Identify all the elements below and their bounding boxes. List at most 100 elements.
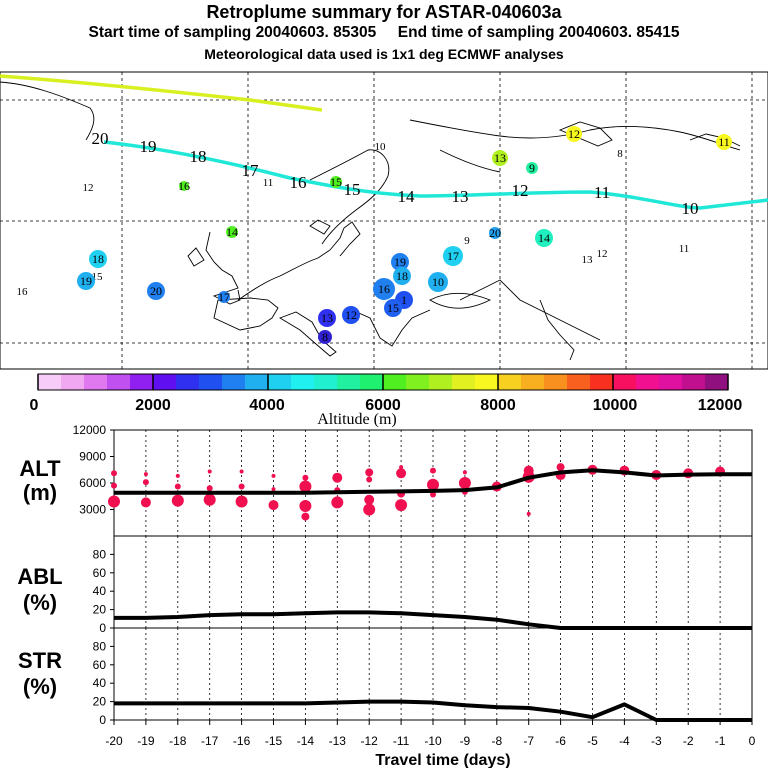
- x-tick-label: -12: [361, 734, 379, 748]
- colorbar-swatch: [383, 374, 407, 390]
- x-tick-label: -10: [424, 734, 442, 748]
- altitude-cluster-point: [206, 485, 213, 492]
- altitude-cluster-point: [523, 465, 534, 476]
- altitude-cluster-point: [366, 476, 373, 483]
- colorbar-swatch: [38, 374, 62, 390]
- y-tick-label: 60: [93, 658, 107, 672]
- cluster-label: 12: [597, 248, 608, 260]
- x-tick-label: -19: [137, 734, 155, 748]
- altitude-cluster-point: [396, 468, 407, 479]
- panel-ylabel: (%): [23, 674, 57, 699]
- colorbar-swatch: [498, 374, 522, 390]
- colorbar-swatch: [613, 374, 637, 390]
- altitude-cluster-point: [271, 487, 276, 492]
- colorbar-swatch: [153, 374, 177, 390]
- cluster-label: 17: [447, 249, 459, 263]
- colorbar-tick-label: 0: [30, 397, 39, 414]
- coastlines: [0, 81, 741, 361]
- altitude-cluster-point: [203, 493, 216, 506]
- y-tick-label: 0: [99, 713, 106, 727]
- y-tick-label: 40: [93, 584, 107, 598]
- altitude-cluster-point: [111, 470, 117, 477]
- colorbar-swatch: [245, 374, 269, 390]
- altitude-cluster-point: [302, 474, 309, 481]
- colorbar-swatch: [107, 374, 131, 390]
- time-series-panels: 30006000900012000ALT(m)020406080ABL(%)02…: [17, 423, 755, 768]
- cluster-label: 8: [617, 148, 623, 160]
- cluster-label: 18: [396, 269, 408, 283]
- colorbar-tick-label: 4000: [249, 397, 285, 414]
- cluster-label: 17: [218, 290, 230, 304]
- track-day-label: 15: [344, 180, 361, 199]
- altitude-cluster-point: [430, 491, 436, 498]
- y-tick-label: 9000: [79, 450, 106, 464]
- altitude-colorbar: 0 2000 4000 6000 8000 10000 12000: [30, 373, 743, 414]
- y-tick-label: 3000: [79, 503, 106, 517]
- colorbar-swatch: [429, 374, 453, 390]
- altitude-cluster-point: [111, 482, 117, 489]
- meteorology-line: Meteorological data used is 1x1 deg ECMW…: [204, 46, 564, 62]
- cluster-marker: [330, 176, 342, 188]
- altitude-cluster-point: [332, 472, 343, 483]
- altitude-cluster-point: [430, 467, 436, 474]
- x-tick-label: -3: [651, 734, 662, 748]
- colorbar-swatch: [659, 374, 683, 390]
- altitude-cluster-point: [299, 499, 312, 512]
- map-graticule: [0, 72, 768, 369]
- altitude-cluster-point: [365, 468, 374, 477]
- panel-ylabel: (m): [23, 480, 57, 505]
- altitude-cluster-point: [364, 494, 375, 505]
- colorbar-tick-label: 2000: [135, 397, 171, 414]
- colorbar-tick-label: 10000: [593, 397, 638, 414]
- colorbar-swatch: [314, 374, 338, 390]
- altitude-cluster-point: [108, 495, 120, 508]
- series-line-abl: [114, 610, 752, 630]
- altitude-cluster-point: [175, 473, 180, 478]
- cluster-label: 13: [582, 254, 594, 266]
- colorbar-label: Altitude (m): [317, 411, 397, 428]
- cluster-marker: [89, 250, 107, 268]
- colorbar-tick-label: 6000: [365, 397, 401, 414]
- y-tick-label: 60: [93, 566, 107, 580]
- cluster-label: 19: [394, 255, 406, 269]
- altitude-cluster-point: [142, 479, 149, 486]
- cluster-label: 12: [568, 127, 580, 141]
- x-tick-label: -20: [105, 734, 123, 748]
- colorbar-tick-label: 12000: [698, 397, 743, 414]
- colorbar-swatch: [567, 374, 591, 390]
- x-tick-label: -7: [523, 734, 534, 748]
- colorbar-swatch: [590, 374, 614, 390]
- cluster-marker: [391, 253, 409, 271]
- altitude-cluster-point: [556, 463, 565, 472]
- track-day-label: 18: [190, 147, 207, 166]
- track-day-label: 17: [242, 161, 260, 180]
- cluster-label: 10: [432, 275, 444, 289]
- colorbar-swatch: [544, 374, 568, 390]
- altitude-cluster-point: [171, 494, 184, 507]
- series-line-str: [114, 699, 752, 722]
- y-tick-label: 20: [93, 695, 107, 709]
- colorbar-tick-label: 8000: [480, 397, 516, 414]
- cluster-label: 13: [494, 151, 506, 165]
- altitude-cluster-point: [363, 503, 376, 516]
- cluster-marker: [373, 278, 395, 300]
- cluster-label: 13: [321, 311, 333, 325]
- colorbar-swatch: [452, 374, 476, 390]
- cluster-marker: [318, 309, 336, 327]
- x-tick-label: -2: [683, 734, 694, 748]
- track-day-label: 20: [92, 129, 109, 148]
- track-day-labels: 20 19 18 17 16 15 14 13 12 11 10: [92, 129, 699, 218]
- cluster-label: 16: [178, 179, 190, 193]
- cluster-marker: [526, 162, 538, 174]
- cluster-label: 14: [538, 231, 550, 245]
- plume-track-centroid: [103, 140, 768, 210]
- colorbar-swatch: [521, 374, 545, 390]
- cluster-marker: [716, 134, 732, 150]
- cluster-label: 14: [226, 225, 238, 239]
- colorbar-swatch: [176, 374, 200, 390]
- colorbar-swatch: [705, 374, 729, 390]
- cluster-marker: [77, 272, 95, 290]
- altitude-cluster-point: [299, 480, 312, 493]
- cluster-label: 8: [322, 330, 328, 344]
- x-tick-label: -6: [555, 734, 566, 748]
